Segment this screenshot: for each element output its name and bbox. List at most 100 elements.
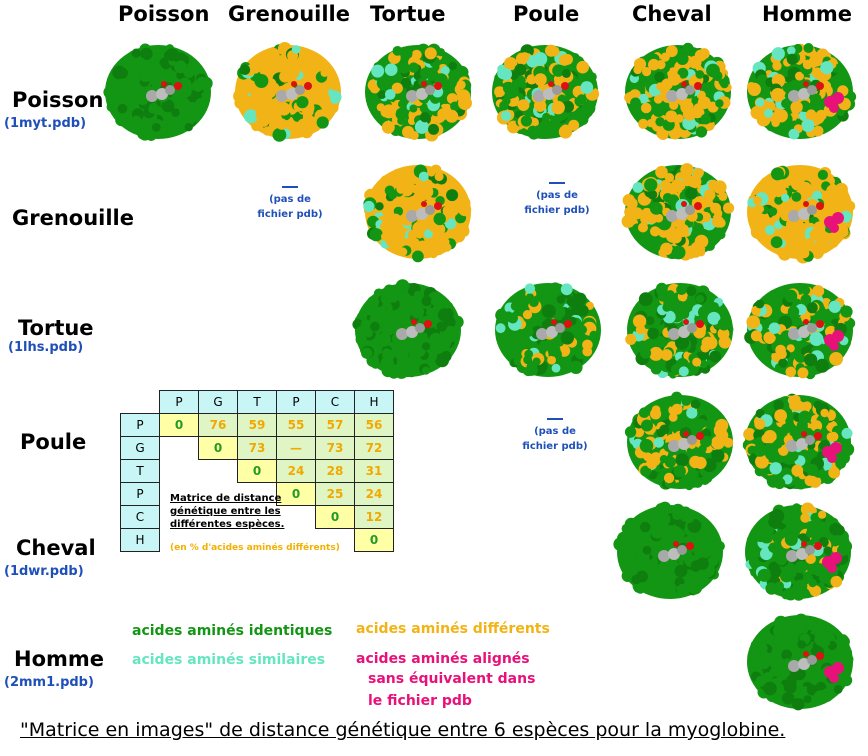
atom-sphere — [627, 521, 639, 532]
atom-sphere — [547, 355, 556, 365]
heme-atom — [801, 431, 807, 437]
atom-sphere — [828, 300, 841, 313]
atom-sphere — [171, 108, 180, 117]
atom-sphere — [671, 403, 683, 415]
heme-atom — [798, 326, 810, 338]
matrix-cell: 24 — [276, 459, 316, 483]
atom-sphere — [690, 222, 704, 236]
atom-sphere — [699, 360, 708, 369]
heme-atom — [798, 208, 810, 220]
atom-sphere — [444, 325, 456, 338]
atom-sphere — [397, 313, 410, 326]
atom-sphere — [781, 193, 790, 202]
heme-atom — [681, 81, 687, 87]
atom-sphere — [809, 475, 822, 488]
legend-similar: acides aminés similaires — [132, 652, 326, 668]
unaligned-residue — [832, 662, 844, 674]
atom-sphere — [774, 109, 788, 123]
atom-sphere — [151, 123, 161, 132]
atom-sphere — [764, 108, 773, 118]
atom-sphere — [707, 556, 719, 567]
heme-atom — [666, 210, 678, 222]
atom-sphere — [640, 465, 652, 477]
atom-sphere — [795, 71, 804, 81]
heme-atom — [786, 550, 798, 562]
atom-sphere — [830, 575, 843, 588]
atom-sphere — [587, 72, 597, 82]
atom-sphere — [675, 114, 684, 123]
atom-sphere — [784, 177, 793, 186]
heme-atom — [548, 81, 554, 87]
atom-sphere — [262, 87, 275, 99]
atom-sphere — [552, 64, 565, 77]
atom-sphere — [421, 366, 431, 375]
row-pdb-tortue: (1lhs.pdb) — [8, 340, 84, 355]
atom-sphere — [533, 99, 547, 112]
atom-sphere — [639, 439, 654, 453]
atom-sphere — [582, 346, 593, 357]
atom-sphere — [750, 330, 762, 342]
heme-atom — [803, 651, 809, 657]
protein-model-cheval-cheval — [613, 501, 725, 599]
heme-atom — [536, 328, 548, 340]
atom-sphere — [369, 228, 383, 242]
atom-sphere — [534, 73, 547, 86]
heme-atom — [678, 438, 690, 450]
atom-sphere — [329, 93, 339, 103]
atom-sphere — [460, 98, 471, 109]
atom-sphere — [810, 93, 822, 105]
atom-sphere — [710, 202, 722, 214]
atom-sphere — [571, 325, 580, 335]
atom-sphere — [769, 462, 782, 475]
column-header-tortue: Tortue — [370, 2, 446, 26]
atom-sphere — [660, 530, 671, 541]
matrix-col-header: G — [198, 390, 238, 414]
atom-sphere — [458, 90, 468, 100]
atom-sphere — [642, 67, 652, 77]
atom-sphere — [692, 477, 703, 488]
atom-sphere — [774, 581, 784, 591]
atom-sphere — [695, 126, 708, 138]
atom-sphere — [647, 189, 658, 200]
matrix-row-header: P — [120, 413, 160, 437]
unaligned-residue — [832, 330, 844, 342]
atom-sphere — [165, 121, 174, 131]
atom-sphere — [706, 63, 720, 78]
atom-sphere — [797, 640, 806, 649]
heme-atom — [174, 82, 182, 90]
matrix-cell: 0 — [198, 436, 238, 460]
matrix-cell: 12 — [354, 505, 394, 529]
atom-sphere — [558, 54, 571, 66]
no-pdb-grenouille-grenouille: (pas de fichier pdb) — [240, 186, 340, 222]
heme-atom — [555, 323, 565, 333]
heme-atom — [678, 326, 690, 338]
atom-sphere — [397, 116, 406, 126]
heme-atom — [434, 202, 442, 210]
atom-sphere — [310, 82, 325, 97]
heme-atom — [425, 85, 435, 95]
atom-sphere — [747, 82, 761, 96]
heme-atom — [685, 205, 695, 215]
atom-sphere — [445, 109, 459, 123]
atom-sphere — [809, 585, 822, 597]
atom-sphere — [393, 342, 403, 352]
matrix-cell: 73 — [237, 436, 277, 460]
atom-sphere — [768, 322, 781, 334]
atom-sphere — [794, 476, 808, 490]
atom-sphere — [526, 74, 537, 85]
atom-sphere — [839, 540, 853, 553]
atom-sphere — [771, 47, 785, 61]
atom-sphere — [385, 234, 399, 247]
heme-atom — [304, 82, 312, 90]
atom-sphere — [577, 325, 587, 335]
atom-sphere — [640, 347, 652, 359]
atom-sphere — [778, 358, 788, 368]
atom-sphere — [547, 343, 561, 357]
heme-atom — [673, 541, 679, 547]
atom-sphere — [446, 93, 458, 104]
heme-atom — [411, 319, 417, 325]
atom-sphere — [715, 99, 724, 108]
atom-sphere — [693, 168, 704, 179]
atom-sphere — [650, 226, 661, 237]
atom-sphere — [381, 322, 395, 336]
